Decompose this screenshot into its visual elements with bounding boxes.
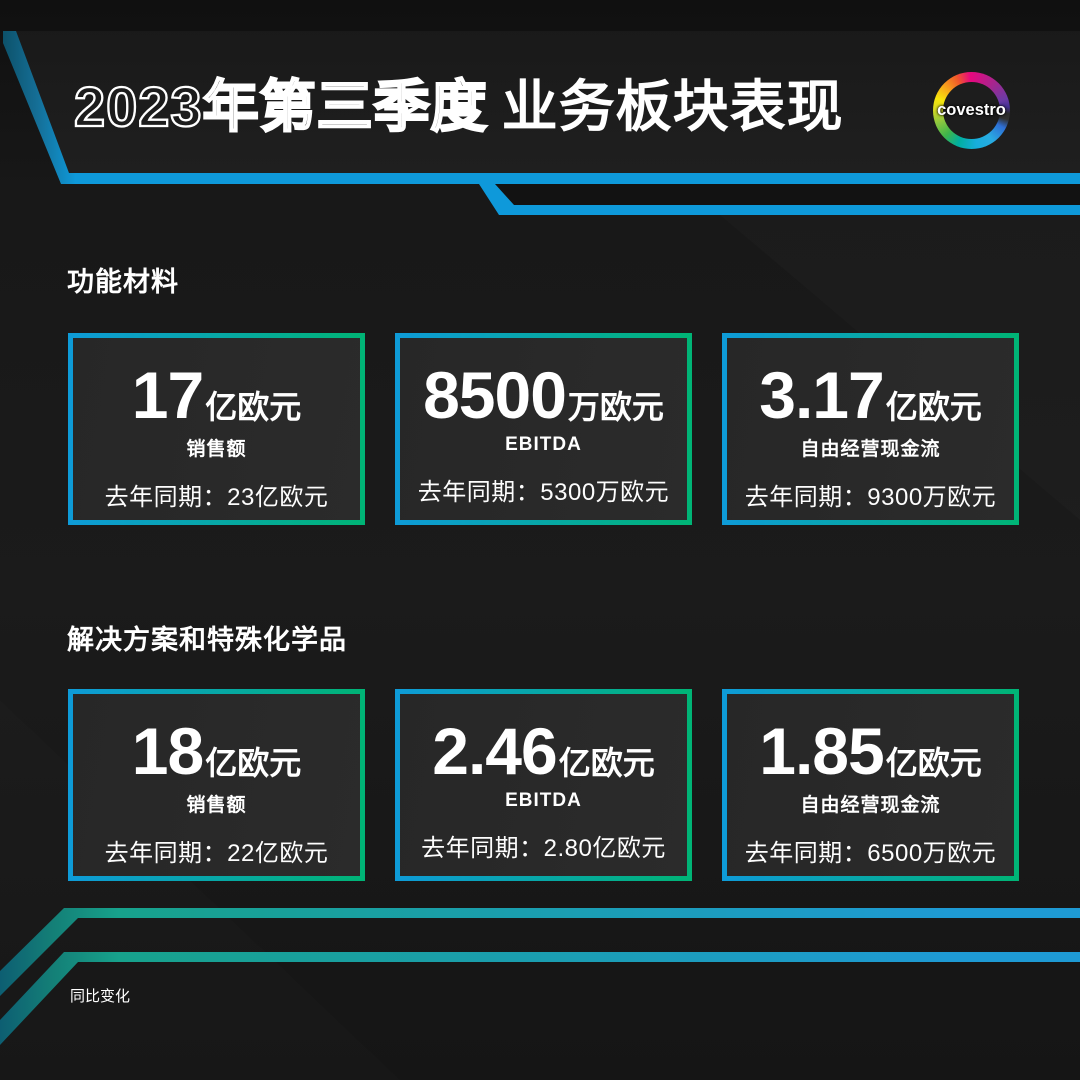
prior-year-value: 去年同期：6500万欧元 bbox=[744, 840, 997, 867]
page-title: 2023年第三季度 业务板块表现 bbox=[73, 75, 844, 139]
prior-year-value: 去年同期：22亿欧元 bbox=[104, 840, 329, 867]
metric-value: 3.17 bbox=[759, 358, 884, 432]
metric-value-line: 2.46 亿欧元 bbox=[432, 718, 654, 784]
metric-value: 18 bbox=[131, 714, 204, 788]
metric-value-line: 8500 万欧元 bbox=[423, 362, 664, 428]
metric-label: 自由经营现金流 bbox=[800, 439, 941, 460]
metric-value: 17 bbox=[131, 358, 204, 432]
metric-unit: 亿欧元 bbox=[205, 389, 302, 425]
metric-unit: 亿欧元 bbox=[885, 389, 982, 425]
prior-year-value: 去年同期：5300万欧元 bbox=[417, 479, 670, 506]
title-subject: 业务板块表现 bbox=[501, 75, 844, 138]
metric-card-ebitda: 8500 万欧元 EBITDA 去年同期：5300万欧元 bbox=[395, 333, 692, 525]
metric-value: 1.85 bbox=[759, 714, 884, 788]
card-row-solutions-specialties: 18 亿欧元 销售额 去年同期：22亿欧元 2.46 亿欧元 EBITDA 去年… bbox=[68, 689, 1019, 881]
metric-label: 销售额 bbox=[186, 439, 247, 460]
title-quarter-outline: 2023年第三季度 bbox=[73, 75, 488, 139]
footnote-yoy-change: 同比变化 bbox=[70, 988, 131, 1005]
prior-year-value: 去年同期：2.80亿欧元 bbox=[421, 835, 666, 862]
metric-unit: 亿欧元 bbox=[558, 745, 655, 781]
prior-year-value: 去年同期：23亿欧元 bbox=[104, 484, 329, 511]
metric-label: EBITDA bbox=[505, 790, 582, 811]
metric-card-sales: 18 亿欧元 销售额 去年同期：22亿欧元 bbox=[68, 689, 365, 881]
metric-card-focf: 1.85 亿欧元 自由经营现金流 去年同期：6500万欧元 bbox=[722, 689, 1019, 881]
logo-hole bbox=[943, 82, 1000, 139]
metric-unit: 万欧元 bbox=[567, 389, 664, 425]
metric-card-sales: 17 亿欧元 销售额 去年同期：23亿欧元 bbox=[68, 333, 365, 525]
metric-unit: 亿欧元 bbox=[885, 745, 982, 781]
metric-value-line: 3.17 亿欧元 bbox=[759, 362, 981, 428]
covestro-logo: covestro bbox=[933, 72, 1010, 149]
metric-label: EBITDA bbox=[505, 434, 582, 455]
metric-value-line: 17 亿欧元 bbox=[132, 362, 301, 428]
prior-year-value: 去年同期：9300万欧元 bbox=[744, 484, 997, 511]
section-title-solutions-specialties: 解决方案和特殊化学品 bbox=[67, 625, 347, 655]
metric-label: 自由经营现金流 bbox=[800, 795, 941, 816]
metric-value: 2.46 bbox=[432, 714, 557, 788]
metric-card-ebitda: 2.46 亿欧元 EBITDA 去年同期：2.80亿欧元 bbox=[395, 689, 692, 881]
metric-value: 8500 bbox=[423, 358, 567, 432]
section-title-performance-materials: 功能材料 bbox=[67, 267, 179, 297]
metric-unit: 亿欧元 bbox=[205, 745, 302, 781]
metric-card-focf: 3.17 亿欧元 自由经营现金流 去年同期：9300万欧元 bbox=[722, 333, 1019, 525]
metric-value-line: 1.85 亿欧元 bbox=[759, 718, 981, 784]
metric-value-line: 18 亿欧元 bbox=[132, 718, 301, 784]
metric-label: 销售额 bbox=[186, 795, 247, 816]
logo-wordmark: covestro bbox=[937, 100, 1006, 119]
card-row-performance-materials: 17 亿欧元 销售额 去年同期：23亿欧元 8500 万欧元 EBITDA 去年… bbox=[68, 333, 1019, 525]
